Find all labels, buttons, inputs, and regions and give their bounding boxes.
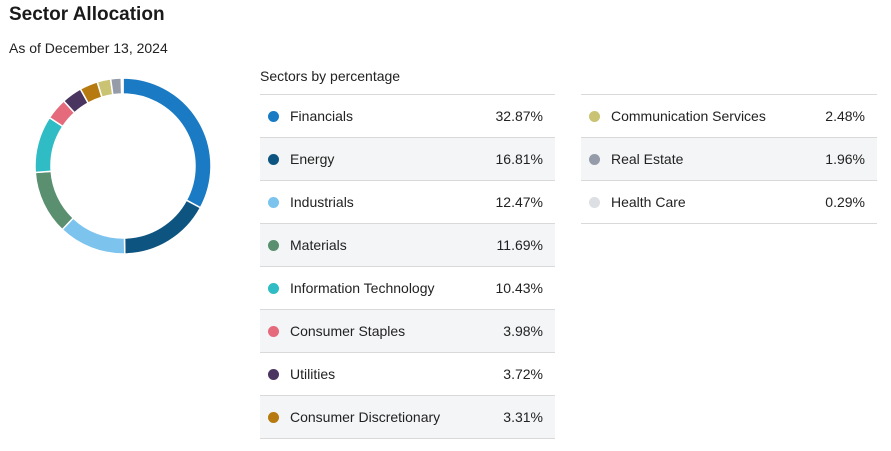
legend-swatch xyxy=(589,110,600,122)
sector-name: Information Technology xyxy=(290,280,435,296)
legend-swatch xyxy=(268,411,279,423)
sector-percentage: 3.31% xyxy=(503,409,543,425)
sector-row: Consumer Staples 3.98% xyxy=(260,310,555,353)
sector-row: Financials 32.87% xyxy=(260,95,555,138)
sector-row: Utilities 3.72% xyxy=(260,353,555,396)
legend-swatch xyxy=(268,368,279,380)
sector-name: Materials xyxy=(290,237,347,253)
sector-row: Health Care 0.29% xyxy=(581,181,877,224)
sector-name: Consumer Staples xyxy=(290,323,406,339)
sector-percentage: 3.72% xyxy=(503,366,543,382)
legend-swatch xyxy=(268,239,279,251)
section-title: Sector Allocation xyxy=(9,4,165,25)
sector-row: Industrials 12.47% xyxy=(260,181,555,224)
sector-percentage: 0.29% xyxy=(825,194,865,210)
sector-percentage: 3.98% xyxy=(503,323,543,339)
sector-row: Materials 11.69% xyxy=(260,224,555,267)
sector-row: Communication Services 2.48% xyxy=(581,95,877,138)
donut-slice-information-technology[interactable] xyxy=(34,116,64,174)
sector-row: Real Estate 1.96% xyxy=(581,138,877,181)
sector-name: Communication Services xyxy=(611,108,766,124)
sector-percentage: 12.47% xyxy=(495,194,543,210)
donut-slice-materials[interactable] xyxy=(34,170,75,231)
legend-swatch xyxy=(268,325,279,337)
sector-name: Health Care xyxy=(611,194,686,210)
donut-svg xyxy=(34,77,212,255)
sector-name: Consumer Discretionary xyxy=(290,409,441,425)
sector-row: Information Technology 10.43% xyxy=(260,267,555,310)
sector-name: Real Estate xyxy=(611,151,684,167)
as-of-date: As of December 13, 2024 xyxy=(9,40,168,56)
legend-swatch xyxy=(268,196,279,208)
sector-name: Financials xyxy=(290,108,354,124)
legend-swatch xyxy=(589,196,600,208)
donut-slice-health-care[interactable] xyxy=(120,77,124,95)
legend-swatch xyxy=(589,153,600,165)
sector-percentage: 16.81% xyxy=(495,151,543,167)
sector-percentage: 11.69% xyxy=(496,237,543,253)
sector-percentage: 2.48% xyxy=(825,108,865,124)
donut-slice-energy[interactable] xyxy=(123,199,202,255)
sector-row: Consumer Discretionary 3.31% xyxy=(260,396,555,439)
sector-name: Utilities xyxy=(290,366,336,382)
sector-percentage: 32.87% xyxy=(495,108,543,124)
sector-row: Energy 16.81% xyxy=(260,138,555,181)
sector-percentage: 1.96% xyxy=(825,151,865,167)
legend-swatch xyxy=(268,110,279,122)
sector-name: Industrials xyxy=(290,194,354,210)
sector-table-right: Communication Services 2.48% Real Estate 1.… xyxy=(581,94,877,224)
sector-percentage: 10.43% xyxy=(495,280,543,296)
donut-slice-industrials[interactable] xyxy=(61,216,126,255)
legend-swatch xyxy=(268,282,279,294)
donut-chart xyxy=(33,76,213,256)
sector-table-left: Financials 32.87% Energy 16.81% Industrials 1… xyxy=(260,94,555,439)
donut-slice-real-estate[interactable] xyxy=(109,77,123,96)
donut-slice-financials[interactable] xyxy=(122,77,212,209)
table-caption: Sectors by percentage xyxy=(260,68,401,84)
sector-name: Energy xyxy=(290,151,335,167)
legend-swatch xyxy=(268,153,279,165)
